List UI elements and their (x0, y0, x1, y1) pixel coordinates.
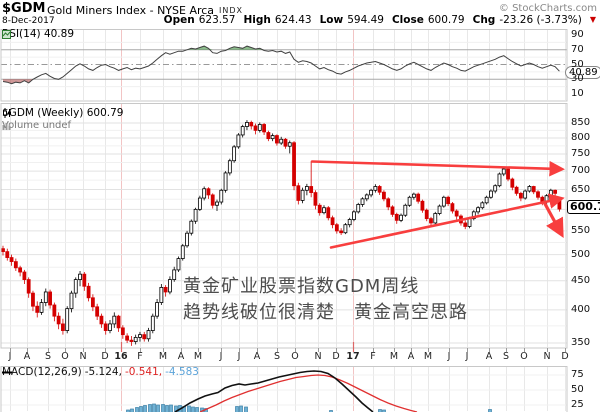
xaxis-label-17: 17 (346, 351, 360, 362)
xaxis-label-M: M (193, 351, 203, 362)
xaxis-label-J: J (237, 351, 241, 362)
xaxis-label-N: N (79, 351, 87, 362)
xaxis-label-F: F (137, 351, 143, 362)
price-plot (0, 103, 568, 352)
instrument-name: Gold Miners Index - NYSE Arca (47, 4, 215, 17)
macd-axis-label: 75 (571, 369, 584, 380)
quote-high: High 624.43 (243, 14, 312, 26)
rsi-axis-label: 70 (571, 43, 584, 55)
price-axis-label: 550 (571, 224, 591, 236)
xaxis-label-S: S (502, 351, 510, 362)
price-legend-text: $GDM (Weekly) 600.79 (2, 107, 124, 119)
annotation-line-1: 黄金矿业股票指数GDM周线 (183, 276, 420, 297)
xaxis-label-S: S (44, 351, 52, 362)
annotation-line-2: 趋势线破位很清楚 黄金高空思路 (183, 302, 468, 323)
xaxis-label-D: D (101, 351, 109, 362)
macd-plot (0, 366, 568, 412)
rsi-axis-label: 50 (571, 58, 584, 70)
xaxis-label-J: J (465, 351, 469, 362)
price-axis-label: 650 (571, 183, 591, 195)
stockcharts-copyright[interactable]: © StockCharts.com (498, 3, 597, 14)
rsi-icon (2, 29, 11, 39)
rsi-axis-label: 10 (571, 88, 584, 99)
price-axis-label: 750 (571, 148, 591, 160)
xaxis-label-A: A (253, 351, 261, 362)
macd-legend: MACD(12,26,9) -5.124, -0.541, -4.583 (2, 366, 199, 378)
price-axis-label: 450 (571, 274, 591, 286)
xaxis-label-D: D (332, 351, 340, 362)
last-price-bubble: 600.79 (567, 200, 600, 214)
xaxis-label-J: J (8, 351, 12, 362)
volume-legend-text: Volume undef (2, 120, 72, 131)
volume-icon (2, 123, 11, 130)
rsi-legend-text: RSI(14) 40.89 (2, 28, 75, 40)
price-axis-label: 500 (571, 248, 591, 260)
macd-signal-value: -0.541, (124, 366, 163, 378)
rsi-legend: RSI(14) 40.89 (2, 28, 74, 40)
quote-date: 8-Dec-2017 (2, 16, 55, 26)
rsi-axis-label: 30 (571, 73, 584, 85)
ticker-symbol: $GDM (2, 1, 46, 16)
quote-close: Close 600.79 (391, 14, 465, 26)
xaxis-label-O: O (61, 351, 69, 362)
price-axis-label: 850 (571, 117, 591, 128)
price-legend: $GDM (Weekly) 600.79 (2, 107, 123, 119)
chart-annotation-text: 黄金矿业股票指数GDM周线 趋势线破位很清楚 黄金高空思路 (183, 274, 468, 326)
xaxis-label-A: A (177, 351, 185, 362)
quote-change: Chg -23.26 (-3.73%) (472, 14, 582, 26)
xaxis-label-16: 16 (114, 351, 128, 362)
price-axis-label: 800 (571, 132, 591, 144)
xaxis-label-M: M (158, 351, 168, 362)
xaxis-label-M: M (423, 351, 433, 362)
xaxis-label-J: J (219, 351, 223, 362)
exchange-tag: INDX (219, 6, 243, 15)
rsi-value-bubble: 40.89 (565, 66, 600, 79)
xaxis-label-J: J (447, 351, 451, 362)
rsi-axis-label: 90 (571, 29, 584, 40)
xaxis-label-S: S (273, 351, 281, 362)
macd-axis-label: 50 (571, 384, 584, 395)
xaxis-label-D: D (561, 351, 569, 362)
xaxis-label-A: A (485, 351, 493, 362)
quote-low: Low 594.49 (319, 14, 384, 26)
macd-legend-name: MACD(12,26,9) (2, 366, 82, 378)
change-down-triangle-icon: ▼ (589, 15, 596, 24)
xaxis-label-N: N (543, 351, 551, 362)
price-axis-label: 700 (571, 165, 591, 177)
xaxis-label-N: N (314, 351, 322, 362)
macd-axis-label: 25 (571, 399, 584, 410)
xaxis-label-M: M (389, 351, 399, 362)
quote-open: Open 623.57 (163, 14, 236, 26)
xaxis-label-F: F (370, 351, 376, 362)
xaxis-label-O: O (291, 351, 299, 362)
macd-hist-value: -4.583 (165, 366, 199, 378)
macd-icon (2, 371, 12, 373)
xaxis-label-A: A (407, 351, 415, 362)
price-axis-label: 400 (571, 303, 591, 315)
xaxis-label-O: O (520, 351, 528, 362)
ohlc-quote-row: Open 623.57 High 624.43 Low 594.49 Close 600… (164, 14, 596, 26)
macd-value: -5.124, (84, 366, 122, 378)
rsi-plot (0, 29, 568, 102)
volume-legend: Volume undef (2, 120, 71, 131)
price-axis-label: 350 (571, 337, 591, 348)
candlestick-icon (3, 108, 11, 118)
xaxis-label-A: A (23, 351, 31, 362)
